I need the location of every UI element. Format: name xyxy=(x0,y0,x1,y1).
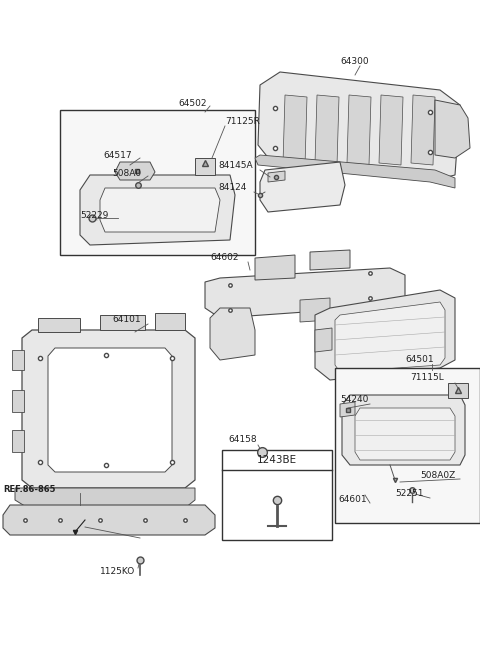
Bar xyxy=(60,110,255,255)
Text: 64601: 64601 xyxy=(338,495,367,504)
Text: 64517: 64517 xyxy=(103,150,132,159)
Bar xyxy=(222,450,332,540)
Text: 52251: 52251 xyxy=(395,489,423,499)
Polygon shape xyxy=(210,308,255,360)
Polygon shape xyxy=(315,95,339,165)
Text: 64502: 64502 xyxy=(178,98,206,108)
Text: 64501: 64501 xyxy=(405,356,433,365)
Text: 54240: 54240 xyxy=(340,396,368,405)
Polygon shape xyxy=(335,302,445,372)
Polygon shape xyxy=(48,348,172,472)
Text: 508A0Z: 508A0Z xyxy=(420,470,455,480)
Polygon shape xyxy=(268,171,285,182)
Polygon shape xyxy=(100,315,145,330)
Polygon shape xyxy=(115,162,155,180)
Polygon shape xyxy=(435,100,470,158)
Polygon shape xyxy=(315,290,455,380)
Polygon shape xyxy=(255,155,455,188)
Polygon shape xyxy=(22,330,195,488)
Polygon shape xyxy=(12,430,24,452)
Polygon shape xyxy=(3,505,215,535)
Polygon shape xyxy=(12,350,24,370)
Polygon shape xyxy=(283,95,307,165)
Polygon shape xyxy=(355,408,455,460)
Polygon shape xyxy=(411,95,435,165)
Text: 52229: 52229 xyxy=(80,211,108,220)
Polygon shape xyxy=(340,402,355,417)
Text: 64300: 64300 xyxy=(340,58,369,66)
Text: 71115L: 71115L xyxy=(410,373,444,382)
Polygon shape xyxy=(205,268,405,318)
Text: 1125KO: 1125KO xyxy=(100,567,135,577)
Polygon shape xyxy=(195,158,215,175)
Polygon shape xyxy=(342,395,465,465)
Text: 508A0: 508A0 xyxy=(112,169,141,178)
Polygon shape xyxy=(448,383,468,398)
Text: 64158: 64158 xyxy=(228,436,257,445)
Polygon shape xyxy=(38,318,80,332)
Polygon shape xyxy=(15,488,195,508)
Polygon shape xyxy=(100,188,220,232)
Text: 71125R: 71125R xyxy=(225,117,260,127)
Text: 1243BE: 1243BE xyxy=(257,455,297,465)
Polygon shape xyxy=(379,95,403,165)
Polygon shape xyxy=(347,95,371,165)
Text: REF.86-865: REF.86-865 xyxy=(3,485,56,495)
Polygon shape xyxy=(255,255,295,280)
Polygon shape xyxy=(12,390,24,412)
Polygon shape xyxy=(260,162,345,212)
Text: 84124: 84124 xyxy=(218,184,246,192)
Polygon shape xyxy=(300,298,330,322)
Polygon shape xyxy=(80,175,235,245)
Polygon shape xyxy=(310,250,350,270)
Text: 64602: 64602 xyxy=(210,253,239,262)
Text: 84145A: 84145A xyxy=(218,161,252,169)
Bar xyxy=(335,368,480,523)
Text: 64101: 64101 xyxy=(112,316,141,325)
Polygon shape xyxy=(155,313,185,330)
Polygon shape xyxy=(258,72,460,180)
Polygon shape xyxy=(315,328,332,352)
